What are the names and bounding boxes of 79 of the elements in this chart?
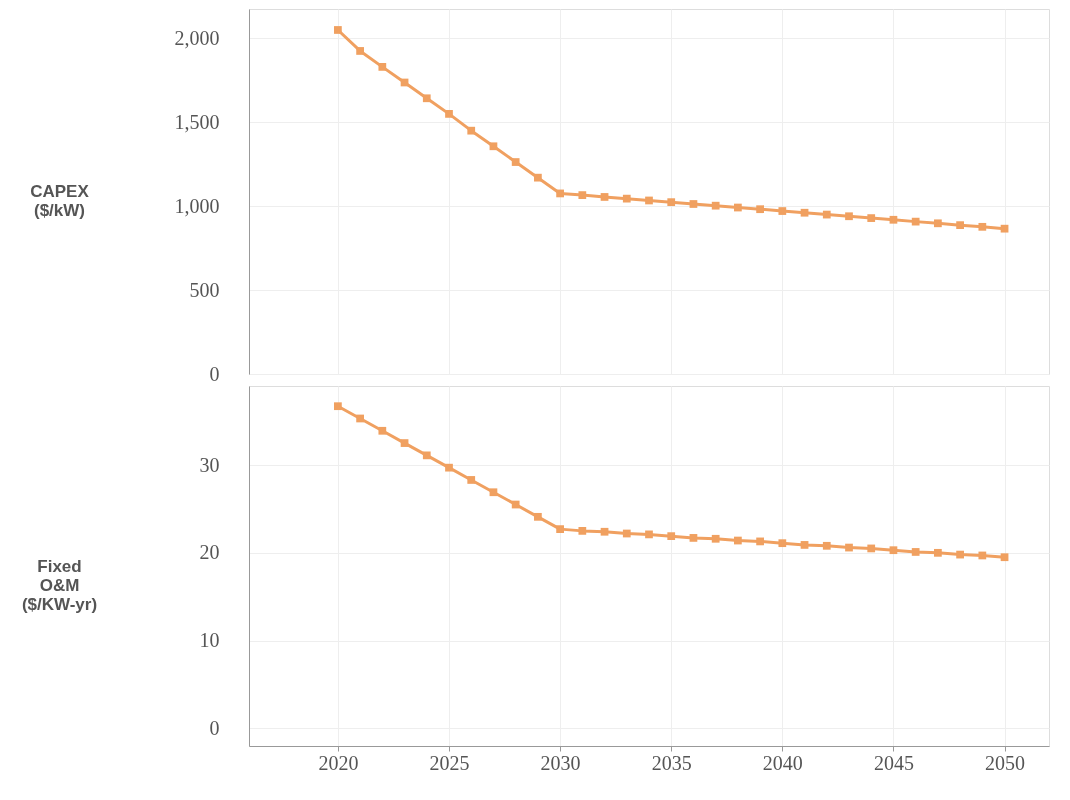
point: [734, 536, 742, 545]
point: [845, 543, 853, 552]
point: [556, 189, 564, 198]
point: [978, 222, 987, 231]
point: [956, 221, 964, 230]
point: [689, 534, 698, 542]
point: [511, 158, 520, 166]
point: [356, 47, 364, 55]
point: [667, 532, 676, 541]
point: [467, 476, 476, 484]
x-tick-label: 2025: [429, 751, 470, 774]
y-tick-label: 0: [209, 362, 220, 385]
point: [556, 525, 564, 533]
point: [622, 529, 631, 538]
point: [334, 402, 342, 411]
x-tick-label: 2020: [318, 751, 359, 774]
y-tick-label: 20: [199, 541, 220, 564]
x-tick-label: 2035: [651, 751, 692, 774]
point: [378, 426, 387, 435]
y-tick-label: 2,000: [174, 26, 220, 49]
point: [645, 530, 653, 539]
y-tick-label: 0: [209, 716, 220, 739]
point: [889, 546, 898, 555]
x-tick-label: 2050: [985, 751, 1026, 774]
point: [756, 205, 764, 214]
point: [711, 534, 720, 543]
point: [756, 537, 764, 546]
point: [489, 142, 498, 151]
point: [822, 210, 831, 219]
point: [645, 196, 653, 205]
y-tick-label: 500: [189, 278, 220, 301]
point: [600, 527, 609, 536]
point: [734, 203, 742, 212]
point: [467, 126, 476, 135]
point: [934, 548, 942, 557]
point: [711, 201, 720, 210]
point: [578, 191, 587, 199]
point: [934, 219, 942, 228]
point: [534, 512, 542, 521]
y-tick-label: 1,500: [174, 110, 220, 133]
point: [911, 217, 920, 226]
y-axis-title: CAPEX ($/kW): [30, 182, 90, 220]
point: [1000, 553, 1009, 562]
point: [889, 215, 898, 224]
point: [822, 541, 831, 550]
point: [911, 548, 920, 556]
point: [778, 539, 787, 548]
point: [511, 500, 520, 509]
point: [689, 200, 698, 208]
point: [800, 208, 809, 217]
y-tick-label: 1,000: [174, 194, 220, 217]
point: [800, 541, 809, 549]
point: [356, 414, 364, 423]
x-tick-label: 2045: [873, 751, 914, 774]
point: [422, 94, 431, 103]
point: [400, 439, 409, 447]
point: [956, 550, 964, 559]
x-tick-label: 2040: [762, 751, 803, 774]
point: [445, 110, 453, 118]
point: [422, 451, 431, 460]
point: [622, 194, 631, 203]
point: [445, 463, 453, 472]
point: [667, 198, 676, 207]
point: [1000, 224, 1009, 233]
y-tick-label: 10: [199, 629, 220, 652]
y-axis-title: Fixed O&M ($/KW-yr): [21, 556, 98, 614]
point: [334, 26, 342, 34]
point: [867, 544, 876, 553]
point: [600, 193, 609, 201]
y-tick-label: 30: [199, 453, 220, 476]
point: [845, 212, 853, 221]
point: [534, 173, 542, 182]
point: [778, 207, 787, 215]
point: [978, 551, 987, 560]
point: [867, 214, 876, 222]
x-tick-label: 2030: [540, 751, 581, 774]
point: [578, 527, 587, 535]
point: [378, 63, 387, 71]
point: [489, 488, 498, 497]
